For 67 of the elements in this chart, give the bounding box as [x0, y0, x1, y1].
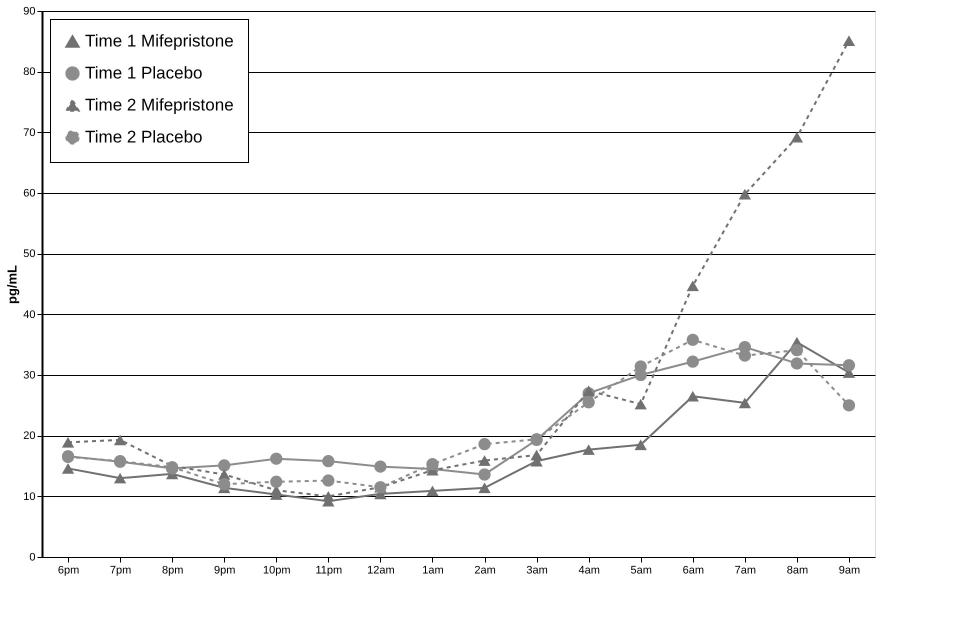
y-tick-label: 50: [23, 248, 36, 260]
x-tick-label: 8am: [786, 564, 808, 576]
point: [426, 458, 439, 470]
legend-label: Time 1 Mifepristone: [85, 32, 234, 50]
x-tick-label: 12am: [367, 564, 395, 576]
x-tick-label: 3am: [526, 564, 548, 576]
x-tick-label: 2am: [474, 564, 496, 576]
point: [270, 452, 282, 465]
point: [322, 474, 334, 487]
y-tick-label: 0: [29, 552, 36, 564]
point: [582, 444, 595, 455]
point: [478, 482, 491, 494]
point: [634, 439, 647, 450]
point: [530, 450, 543, 460]
point: [478, 438, 491, 450]
x-tick-label: 7pm: [110, 564, 132, 576]
point: [218, 478, 230, 490]
y-tick-label: 70: [23, 126, 36, 139]
point: [738, 398, 751, 408]
x-tick-label: 6pm: [58, 564, 80, 576]
point: [478, 468, 491, 481]
point: [790, 132, 804, 142]
legend-label: Time 2 Placebo: [85, 128, 202, 146]
x-tick-label: 1am: [422, 564, 444, 576]
point: [582, 396, 595, 408]
point: [790, 357, 804, 370]
y-tick-label: 60: [23, 188, 36, 200]
x-tick-label: 10pm: [263, 564, 291, 576]
legend-label: Time 2 Mifepristone: [85, 96, 234, 114]
point: [426, 486, 439, 496]
x-tick-label: 4am: [578, 564, 600, 576]
y-axis-title: pg/mL: [4, 264, 20, 304]
x-tick-label: 8pm: [162, 564, 184, 576]
point: [114, 472, 126, 484]
y-tick-label: 10: [23, 490, 36, 503]
point: [842, 35, 856, 46]
y-tick-label: 80: [23, 66, 36, 78]
y-tick-label: 90: [23, 6, 36, 18]
x-tick-label: 5am: [630, 564, 652, 576]
point: [790, 344, 804, 356]
point: [686, 280, 699, 292]
point: [582, 385, 595, 396]
point: [270, 476, 282, 488]
point: [322, 491, 334, 502]
x-tick-label: 9am: [838, 564, 860, 576]
y-tick-label: 40: [23, 308, 36, 321]
point: [842, 359, 856, 372]
point: [218, 459, 230, 472]
point: [686, 390, 699, 402]
point: [686, 334, 699, 346]
point: [114, 434, 126, 446]
x-tick-label: 7am: [734, 564, 756, 576]
x-tick-label: 11pm: [315, 564, 342, 576]
point: [374, 460, 387, 473]
point: [686, 356, 699, 368]
x-tick-label: 6am: [682, 564, 704, 576]
point: [634, 398, 647, 410]
y-tick-label: 20: [23, 430, 36, 442]
point: [478, 455, 491, 466]
y-tick-label: 30: [23, 370, 36, 382]
point: [62, 463, 74, 474]
point: [322, 455, 334, 468]
legend-label: Time 1 Placebo: [85, 64, 202, 82]
x-tick-label: 9pm: [214, 564, 236, 576]
point: [842, 399, 856, 412]
point: [738, 188, 751, 200]
point: [62, 437, 74, 448]
